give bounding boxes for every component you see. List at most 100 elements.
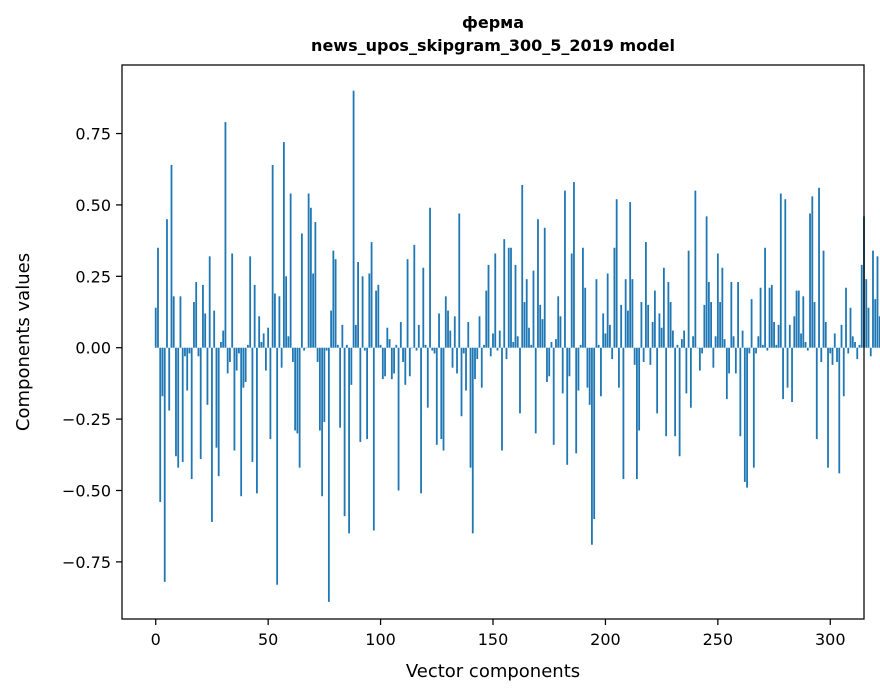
bar (609, 324, 611, 348)
bar (426, 347, 429, 408)
bar (361, 276, 364, 348)
bar (303, 347, 306, 351)
bar (175, 347, 177, 457)
bar (793, 316, 796, 348)
bar (460, 347, 463, 417)
x-axis-ticks: 0 50 100 150 200 250 300 (151, 619, 846, 649)
bar (555, 339, 557, 348)
bar (838, 347, 841, 474)
bar (296, 347, 299, 434)
bar (282, 142, 285, 348)
bar (260, 342, 263, 348)
y-tick-label: 0.75 (75, 125, 111, 144)
bar (388, 339, 391, 348)
bar (318, 347, 321, 431)
bar (680, 339, 683, 348)
bar (231, 253, 234, 348)
bar (507, 247, 510, 348)
bar (575, 347, 578, 454)
bar (714, 336, 717, 348)
bar (186, 347, 189, 391)
bar (366, 347, 368, 440)
bar (415, 347, 418, 351)
bar (858, 344, 861, 348)
bar (440, 347, 443, 440)
bar (287, 336, 290, 348)
bar (636, 347, 638, 480)
bar (244, 347, 247, 382)
bar (339, 347, 341, 428)
bar (618, 347, 620, 388)
bar (748, 347, 751, 354)
bar (159, 347, 162, 502)
bar (438, 313, 440, 348)
bar (624, 279, 627, 348)
bar (671, 330, 674, 348)
bar (247, 344, 249, 348)
bar (611, 347, 614, 360)
bar (393, 347, 395, 374)
bar (521, 184, 524, 348)
bar (309, 207, 312, 348)
bar (703, 304, 706, 348)
bar (802, 296, 805, 348)
bar (827, 347, 829, 468)
bar (595, 279, 598, 348)
bar (586, 347, 589, 388)
bar (582, 247, 584, 348)
bar (471, 347, 474, 534)
bar (701, 347, 704, 354)
bar (465, 347, 467, 391)
bar (458, 213, 461, 348)
bar (768, 287, 771, 348)
bar (193, 302, 195, 348)
bar (411, 347, 413, 349)
plot-frame (121, 64, 865, 620)
bar (397, 347, 400, 491)
bar (300, 233, 303, 348)
bar (557, 296, 560, 348)
bar (552, 347, 555, 445)
bar (363, 347, 366, 351)
bar (600, 347, 602, 397)
bar (496, 347, 499, 351)
bar (442, 347, 445, 451)
bar (546, 347, 548, 382)
bar (869, 347, 872, 357)
bar (606, 273, 609, 348)
bar (642, 347, 645, 362)
bar (874, 299, 877, 348)
bar (235, 347, 238, 371)
bar (199, 347, 202, 460)
bar (368, 273, 371, 348)
bar (278, 296, 281, 348)
bars-group (154, 90, 880, 602)
bar (764, 247, 766, 348)
bar (593, 347, 596, 520)
bar (685, 347, 688, 394)
bar (166, 219, 168, 348)
bar (501, 347, 503, 451)
bar (453, 316, 456, 348)
bar (820, 347, 823, 362)
bar (262, 333, 265, 348)
bar (739, 347, 742, 437)
bar (615, 199, 618, 348)
bar (222, 330, 225, 348)
bar (307, 193, 310, 348)
bar (806, 347, 809, 351)
bar (773, 322, 775, 348)
x-axis-label: Vector components (406, 661, 580, 682)
bar (712, 347, 715, 368)
bar (530, 344, 533, 348)
bar (350, 347, 353, 385)
bar (537, 219, 539, 348)
bar (566, 347, 569, 465)
bar (435, 347, 438, 445)
bar (512, 342, 515, 348)
bar (406, 259, 409, 348)
bar (314, 222, 317, 348)
bar (163, 347, 166, 582)
y-tick-label: −0.25 (62, 410, 111, 429)
